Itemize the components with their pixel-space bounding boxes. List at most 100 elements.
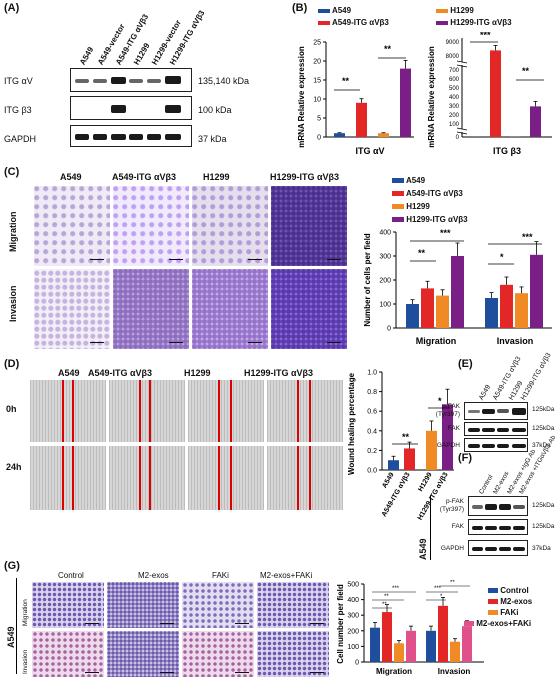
chart-g-bars — [370, 597, 472, 662]
sig-label: *** — [522, 232, 533, 242]
chart-b-right: mRNA Relative expression 9000 8000 700 6… — [427, 32, 552, 156]
col-label: A549 — [60, 172, 82, 182]
bar — [530, 254, 543, 328]
panel-g-legend: Control M2-exos FAKi M2-exos+FAKi — [464, 586, 560, 640]
tick-label: 100 — [347, 644, 359, 651]
micrograph-migration-h1299-itg — [271, 186, 347, 266]
micrograph-invasion-a549 — [34, 269, 110, 349]
tick-label: 1.0 — [367, 370, 377, 377]
bar — [378, 133, 389, 137]
bar — [436, 295, 449, 328]
panel-c-label: (C) — [4, 166, 20, 178]
legend-label: A549 — [405, 176, 426, 185]
tick-label: 500 — [347, 582, 359, 589]
bar — [500, 284, 513, 328]
tick-label: 10 — [313, 97, 321, 104]
chart-b-right-bars — [470, 44, 541, 137]
tick-label: 700 — [449, 68, 460, 74]
col-label: A549-ITG αVβ3 — [112, 172, 177, 182]
micrograph-g-invasion-m2exos-faki — [257, 631, 329, 677]
micrograph-g-migration-m2exos-faki — [257, 582, 329, 628]
blot-a-kda: 37 kDa — [198, 134, 227, 144]
tick-label: 200 — [449, 113, 460, 119]
panel-e-label: (E) — [458, 358, 473, 370]
micrograph-migration-a549 — [34, 186, 110, 266]
bar — [421, 288, 434, 328]
legend-swatch — [318, 20, 330, 25]
blot-f-row-label: GAPDH — [440, 545, 464, 552]
panel-f-lane-labels: Control M2-exos M2-exos +IgG Ab M2-exos … — [462, 434, 558, 495]
panel-c-legend: A549 A549-ITG αVβ3 H1299 H1299-ITG αVβ3 — [392, 176, 552, 230]
lane-label: H1299-ITG αVβ3 — [520, 351, 553, 402]
chart-b-left-xlabel: ITG αV — [355, 146, 384, 156]
sig-label: * — [440, 594, 443, 600]
blot-f-row-label: FAK — [451, 523, 464, 530]
panel-d-label: (D) — [4, 358, 20, 370]
tick-label: 300 — [379, 254, 391, 261]
tick-label: 400 — [379, 230, 391, 237]
blot-e-fak — [464, 422, 528, 436]
panel-b-label: (B) — [292, 2, 308, 14]
tick-label: 0 — [387, 326, 391, 333]
panel-b-legend: A549 A549-ITG αVβ3 H1299 H1299-ITG αVβ3 — [318, 6, 558, 32]
legend-label: A549 — [331, 6, 352, 15]
bar — [426, 430, 437, 470]
row-label: 24h — [6, 462, 22, 472]
chart-d-ticks: 0.0 0.2 0.4 0.6 0.8 1.0 — [367, 370, 382, 475]
blot-f-row-label: p-FAK (Tyr397) — [439, 498, 464, 513]
bar — [450, 641, 460, 662]
wound-0h-h1299 — [188, 380, 264, 442]
group-label: Migration — [416, 336, 457, 346]
tick-label: 200 — [347, 628, 359, 635]
chart-b-left: mRNA Relative expression 0 5 10 15 20 25 ** *… — [297, 40, 414, 156]
sig-label: ** — [450, 580, 455, 586]
sig-label: ** — [418, 248, 426, 258]
tick-label: 0.6 — [367, 409, 377, 416]
tick-label: 25 — [313, 40, 321, 47]
sig-label: *** — [434, 586, 442, 592]
x-tick-label: A549 — [381, 471, 395, 489]
col-label: FAKi — [212, 571, 229, 580]
lane-label: A549-ITG αVβ3 — [114, 12, 151, 67]
blot-a-row-label: ITG αV — [4, 76, 33, 86]
blot-a-row-label: ITG β3 — [4, 105, 32, 115]
group-label: Invasion — [438, 667, 471, 676]
wound-0h-a549 — [30, 380, 106, 442]
legend-swatch — [436, 20, 448, 25]
blot-e-gapdh — [464, 438, 528, 452]
chart-c-ticks: 0 100 200 300 400 — [379, 230, 396, 333]
chart-d-bars — [388, 388, 453, 470]
legend-label: A549-ITG αVβ3 — [405, 189, 463, 198]
tick-label: 400 — [449, 95, 460, 101]
blot-e-kda: 37kDa — [532, 442, 551, 449]
bar — [462, 626, 472, 662]
col-label: Control — [58, 571, 84, 580]
sig-label: ** — [522, 66, 530, 76]
panel-a-label: (A) — [4, 2, 20, 14]
micrograph-g-migration-faki — [182, 582, 254, 628]
bar — [370, 627, 380, 662]
blot-e-pfak — [464, 402, 528, 420]
tick-label: 400 — [347, 597, 359, 604]
chart-c: Number of cells per field 0100200300400 … — [363, 228, 552, 346]
chart-b-left-bars — [334, 59, 411, 137]
col-label: H1299-ITG αVβ3 — [244, 368, 314, 378]
bar — [485, 298, 498, 328]
micrograph-g-migration-control — [32, 582, 104, 628]
micrograph-g-invasion-faki — [182, 631, 254, 677]
micrograph-g-migration-m2exos — [107, 582, 179, 628]
lane-label: A549 — [78, 45, 96, 67]
bar — [334, 133, 345, 137]
tick-label: 15 — [313, 78, 321, 85]
sig-label: ** — [342, 76, 350, 86]
tick-label: 20 — [313, 59, 321, 66]
chart-g-ylabel: Cell number per field — [336, 584, 345, 664]
x-tick-label: H1299 — [417, 471, 433, 492]
bar — [530, 106, 541, 137]
chart-b-left-ylabel: mRNA Relative expression — [297, 46, 306, 148]
chart-b-right-xlabel: ITG β3 — [493, 146, 521, 156]
blot-a-row-label: GAPDH — [4, 134, 37, 144]
sig-label: ** — [382, 602, 387, 608]
legend-swatch — [488, 610, 498, 615]
tick-label: 5 — [317, 116, 321, 123]
